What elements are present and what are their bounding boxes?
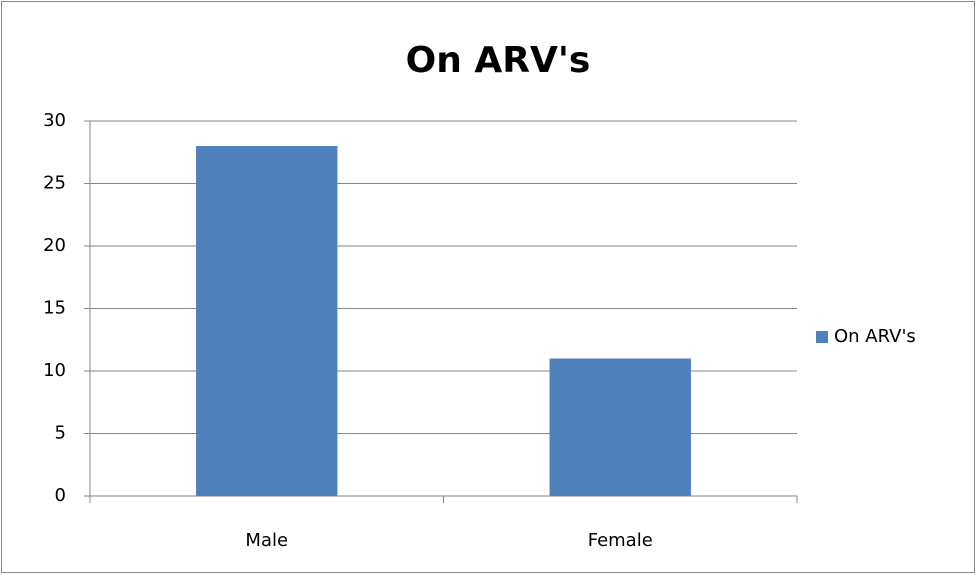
y-tick-label: 30: [43, 110, 66, 131]
legend-swatch: [816, 331, 828, 343]
y-tick-label: 20: [43, 235, 66, 256]
y-tick-label: 25: [43, 173, 66, 194]
y-tick-label: 5: [55, 423, 66, 444]
x-tick-label: Male: [245, 530, 288, 551]
y-tick-label: 10: [43, 360, 66, 381]
legend-label: On ARV's: [834, 326, 916, 347]
x-tick-label: Female: [588, 530, 653, 551]
chart-title: On ARV's: [406, 40, 591, 81]
y-tick-label: 0: [55, 485, 66, 506]
bar: [196, 146, 338, 496]
bar: [549, 358, 691, 496]
y-tick-label: 15: [43, 298, 66, 319]
